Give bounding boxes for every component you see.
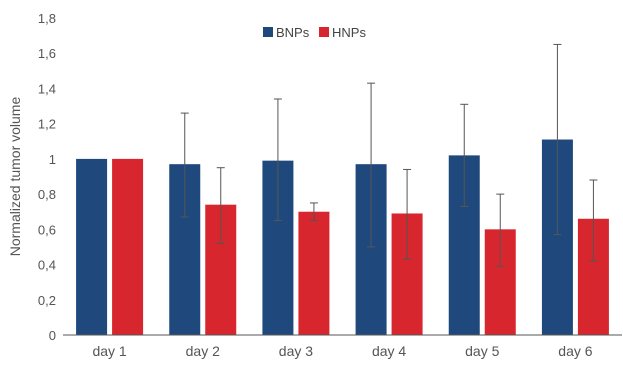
y-tick-label: 1,8 xyxy=(38,11,56,26)
legend: BNPs HNPs xyxy=(263,25,366,40)
y-tick-label: 1,6 xyxy=(38,46,56,61)
y-tick-label: 0,2 xyxy=(38,293,56,308)
legend-swatch-hnps xyxy=(319,27,329,37)
y-axis-ticks: 0 0,2 0,4 0,6 0,8 1 1,2 1,4 1,6 1,8 xyxy=(38,11,56,343)
y-tick-label: 1 xyxy=(49,152,56,167)
error-bars xyxy=(180,43,598,267)
x-tick-label: day 4 xyxy=(372,343,406,359)
x-tick-label: day 6 xyxy=(558,343,592,359)
x-tick-label: day 1 xyxy=(92,343,126,359)
legend-label-hnps: HNPs xyxy=(332,25,366,40)
y-tick-label: 1,2 xyxy=(38,117,56,132)
bar-hnps-day-1 xyxy=(112,158,144,335)
x-tick-label: day 5 xyxy=(465,343,499,359)
y-tick-label: 1,4 xyxy=(38,81,56,96)
y-tick-label: 0,8 xyxy=(38,187,56,202)
bar-hnps-day-3 xyxy=(298,211,330,335)
bars xyxy=(76,139,609,335)
legend-swatch-bnps xyxy=(263,27,273,37)
x-tick-label: day 2 xyxy=(186,343,220,359)
bar-bnps-day-1 xyxy=(76,158,108,335)
y-tick-label: 0,4 xyxy=(38,258,56,273)
x-axis-ticks: day 1 day 2 day 3 day 4 day 5 day 6 xyxy=(92,343,592,359)
y-tick-label: 0 xyxy=(49,328,56,343)
y-tick-label: 0,6 xyxy=(38,222,56,237)
x-tick-label: day 3 xyxy=(279,343,313,359)
legend-label-bnps: BNPs xyxy=(276,25,310,40)
y-axis-label: Normalized tumor volume xyxy=(7,97,23,257)
